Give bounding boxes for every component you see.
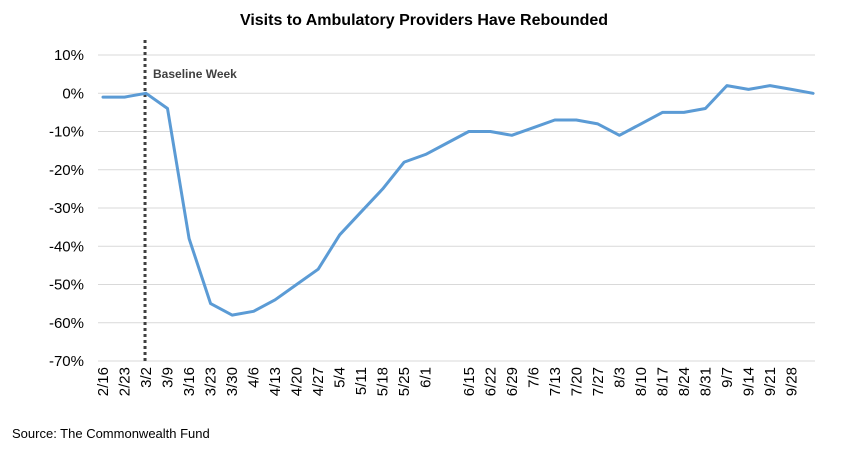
- x-tick-label: 3/9: [160, 367, 177, 388]
- x-tick-label: 8/31: [697, 367, 714, 396]
- x-tick-label: 3/23: [203, 367, 220, 396]
- x-tick-label: 9/28: [783, 367, 800, 396]
- gridlines: [98, 54, 815, 362]
- x-tick-label: 7/27: [590, 367, 607, 396]
- x-tick-label: 7/20: [568, 367, 585, 396]
- x-tick-label: 2/16: [95, 367, 112, 396]
- y-tick-label: -10%: [49, 124, 84, 141]
- x-tick-label: 8/24: [676, 367, 693, 396]
- x-tick-label: 4/20: [289, 367, 306, 396]
- y-tick-label: 0%: [62, 85, 84, 102]
- series-line-visits: [101, 84, 815, 317]
- series-visits: [101, 84, 815, 317]
- y-tick-label: 10%: [54, 47, 84, 64]
- x-tick-label: 4/6: [246, 367, 263, 388]
- x-tick-label: 5/4: [332, 367, 349, 388]
- x-tick-label: 9/14: [740, 367, 757, 396]
- y-tick-label: -30%: [49, 200, 84, 217]
- x-tick-label: 7/6: [525, 367, 542, 388]
- x-tick-label: 6/29: [504, 367, 521, 396]
- x-tick-label: 5/25: [396, 367, 413, 396]
- x-tick-label: 4/13: [267, 367, 284, 396]
- y-tick-label: -50%: [49, 277, 84, 294]
- x-tick-label: 7/13: [547, 367, 564, 396]
- x-tick-label: 5/18: [375, 367, 392, 396]
- x-tick-label: 9/7: [719, 367, 736, 388]
- x-tick-label: 8/10: [633, 367, 650, 396]
- baseline-week-marker: Baseline Week: [143, 40, 237, 361]
- x-tick-label: 6/15: [461, 367, 478, 396]
- x-tick-label: 4/27: [310, 367, 327, 396]
- y-tick-label: -70%: [49, 353, 84, 370]
- baseline-week-label: Baseline Week: [153, 67, 237, 81]
- x-tick-label: 3/16: [181, 367, 198, 396]
- source-note: Source: The Commonwealth Fund: [12, 426, 210, 441]
- x-tick-label: 8/17: [654, 367, 671, 396]
- x-tick-label: 9/21: [762, 367, 779, 396]
- chart-title: Visits to Ambulatory Providers Have Rebo…: [239, 12, 609, 29]
- y-tick-label: -40%: [49, 238, 84, 255]
- x-tick-label: 3/30: [224, 367, 241, 396]
- y-axis-tick-labels: 10% 0% -10% -20% -30% -40% -50% -60% -70%: [49, 47, 84, 370]
- y-tick-label: -60%: [49, 315, 84, 332]
- x-tick-label: 5/11: [353, 367, 370, 395]
- x-tick-label: 2/23: [117, 367, 134, 396]
- y-tick-label: -20%: [49, 162, 84, 179]
- x-tick-label: 8/3: [611, 367, 628, 388]
- x-tick-label: 3/2: [138, 367, 155, 388]
- x-tick-label: 6/22: [482, 367, 499, 396]
- x-tick-label: 6/1: [418, 367, 435, 388]
- x-axis-tick-labels: 2/16 2/23 3/2 3/9 3/16 3/23 3/30 4/6 4/13 4/20 4/2…: [95, 367, 800, 396]
